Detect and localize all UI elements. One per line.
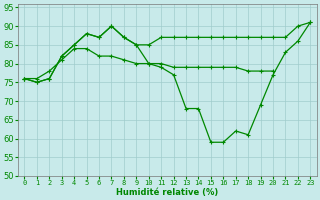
X-axis label: Humidité relative (%): Humidité relative (%) (116, 188, 219, 197)
